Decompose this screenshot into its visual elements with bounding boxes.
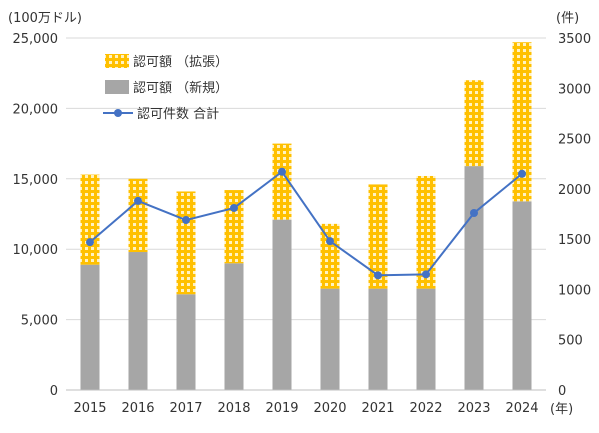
right-axis-unit: (件) xyxy=(556,11,579,26)
left-tick-label: 5,000 xyxy=(21,314,58,329)
legend: 認可額 （拡張） 認可額 （新規） 認可件数 合計 xyxy=(103,54,228,122)
bar-expand xyxy=(176,191,196,295)
legend-label-new: 認可額 （新規） xyxy=(133,80,228,96)
bar-new xyxy=(176,294,196,390)
right-tick-label: 500 xyxy=(558,334,583,349)
x-tick-label: 2024 xyxy=(505,401,538,416)
left-axis-unit: (100万ドル) xyxy=(8,11,82,26)
bar-new xyxy=(272,219,292,390)
right-tick-label: 3000 xyxy=(558,82,591,97)
left-tick-label: 20,000 xyxy=(13,102,59,117)
x-tick-label: 2015 xyxy=(73,401,106,416)
bar-new xyxy=(368,288,388,390)
left-tick-label: 25,000 xyxy=(13,32,59,47)
x-tick-label: 2016 xyxy=(121,401,154,416)
axes: 0 5,000 10,000 15,000 20,000 25,000 0 500 1000 15… xyxy=(13,32,592,416)
count-point xyxy=(230,203,238,212)
count-point xyxy=(86,238,94,247)
bar-expand xyxy=(320,223,340,289)
right-tick-label: 1000 xyxy=(558,283,591,298)
bar-expand xyxy=(80,174,100,265)
bar-new xyxy=(416,288,436,390)
left-tick-label: 15,000 xyxy=(13,173,59,188)
x-tick-label: 2021 xyxy=(361,401,394,416)
bar-expand xyxy=(272,143,292,220)
x-tick-label: 2020 xyxy=(313,401,346,416)
count-point xyxy=(278,167,286,176)
right-tick-label: 0 xyxy=(558,384,566,399)
right-tick-label: 3500 xyxy=(558,32,591,47)
bar-expand xyxy=(416,175,436,289)
bar-new xyxy=(512,201,532,390)
bar-expand xyxy=(224,190,244,264)
x-axis-unit: (年) xyxy=(550,402,573,417)
count-point xyxy=(326,237,334,246)
legend-swatch-expand xyxy=(105,54,129,68)
right-tick-label: 2000 xyxy=(558,183,591,198)
right-tick-label: 1500 xyxy=(558,233,591,248)
x-tick-label: 2019 xyxy=(265,401,298,416)
right-tick-label: 2500 xyxy=(558,133,591,148)
x-tick-label: 2017 xyxy=(169,401,202,416)
bar-new xyxy=(464,166,484,390)
legend-label-count: 認可件数 合計 xyxy=(137,106,219,122)
bar-expand xyxy=(128,178,148,253)
bar-expand xyxy=(464,80,484,167)
count-point xyxy=(518,169,526,178)
legend-swatch-new xyxy=(105,80,129,94)
x-tick-label: 2018 xyxy=(217,401,250,416)
bar-new xyxy=(224,263,244,390)
bar-expand xyxy=(512,42,532,202)
bar-new xyxy=(128,252,148,390)
legend-label-expand: 認可額 （拡張） xyxy=(133,54,228,70)
bar-expand xyxy=(368,184,388,289)
count-point xyxy=(422,270,430,279)
count-point xyxy=(374,271,382,280)
count-point xyxy=(182,216,190,225)
count-line-path xyxy=(89,170,523,277)
total-count-line xyxy=(86,167,526,280)
left-tick-label: 0 xyxy=(50,384,58,399)
bar-new xyxy=(320,288,340,390)
x-tick-label: 2022 xyxy=(409,401,442,416)
legend-marker xyxy=(114,109,122,117)
x-tick-label: 2023 xyxy=(457,401,490,416)
left-tick-label: 10,000 xyxy=(13,243,59,258)
bar-new xyxy=(80,264,100,390)
count-point xyxy=(134,196,142,205)
count-point xyxy=(470,208,478,217)
